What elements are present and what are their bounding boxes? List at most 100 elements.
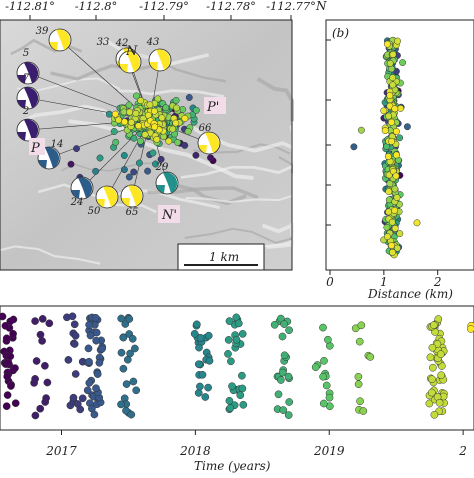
profile-n-label: N: [125, 44, 138, 59]
depth-point: [388, 137, 396, 145]
depth-point: [389, 51, 397, 58]
map-epicenters: [67, 92, 218, 188]
time-point: [226, 404, 235, 412]
epicenter-point: [185, 94, 193, 101]
time-point: [311, 363, 320, 372]
time-point: [86, 331, 95, 340]
time-point: [284, 411, 293, 419]
depth-point: [392, 172, 400, 180]
time-point: [2, 334, 11, 343]
time-point: [71, 370, 80, 378]
time-points: [0, 312, 474, 420]
time-point: [31, 411, 40, 420]
time-x-tick-label: 2017: [45, 444, 77, 458]
time-x-tick-label: 2: [458, 444, 467, 458]
epicenter-point: [126, 108, 134, 116]
map-frame: [0, 19, 293, 271]
time-point: [127, 410, 136, 419]
beachball-quadrant: [38, 160, 47, 169]
time-point: [85, 320, 93, 329]
epicenter-point: [135, 122, 142, 130]
depth-point: [384, 233, 391, 241]
beachball-quadrant: [45, 147, 60, 169]
map-panel: -112.81° -112.8° -112.79° -112.78° -112.77° …: [0, 0, 327, 271]
time-point: [285, 326, 293, 335]
depth-x-ticks: 0 1 2: [326, 270, 442, 289]
beachball-quadrant: [17, 132, 26, 141]
time-point: [41, 361, 49, 370]
depth-point: [392, 127, 400, 135]
beachball-event-id: 7: [23, 73, 30, 84]
time-point: [84, 344, 93, 353]
epicenter-point: [150, 107, 158, 115]
time-point: [236, 391, 245, 400]
beachball-event-id: 50: [88, 206, 101, 217]
time-point: [194, 389, 203, 397]
time-point: [95, 358, 104, 367]
time-point: [70, 320, 79, 329]
epicenter-point: [127, 118, 135, 126]
time-point: [427, 388, 436, 397]
time-x-tick-label: 2018: [179, 444, 211, 458]
epicenter-point: [110, 128, 118, 135]
time-point: [6, 352, 15, 361]
time-point: [426, 353, 435, 362]
time-x-ticks: 2017 2018 2019 2: [45, 430, 467, 458]
depth-point: [394, 37, 401, 45]
depth-point: [388, 242, 395, 249]
epicenter-point: [157, 155, 165, 163]
beachball-quadrant: [96, 199, 105, 208]
beachball-quadrant: [78, 177, 93, 199]
profile-pprime-label: P': [206, 100, 219, 115]
epicenter-point: [153, 135, 161, 143]
time-point: [11, 399, 20, 408]
time-point: [91, 313, 100, 322]
epicenter-point: [207, 154, 214, 162]
depth-point: [389, 74, 397, 82]
beachball-quadrant: [128, 185, 143, 207]
time-point: [280, 320, 289, 328]
epicenter-point: [162, 104, 170, 112]
depth-point: [393, 244, 401, 252]
epicenter-point: [67, 160, 75, 168]
depth-point: [386, 59, 394, 67]
time-point: [284, 372, 293, 381]
beachball-quadrant: [163, 172, 178, 194]
time-point: [234, 319, 243, 328]
beachball-quadrant: [156, 185, 165, 194]
time-point: [359, 407, 368, 415]
epicenter-point: [132, 109, 140, 117]
epicenter-point: [111, 110, 119, 118]
depth-point: [350, 143, 358, 151]
time-point: [238, 384, 247, 393]
depth-point: [383, 40, 391, 48]
lon-tick-label: -112.8°: [75, 0, 118, 13]
time-point: [117, 314, 126, 323]
time-point: [198, 370, 207, 379]
time-point: [325, 393, 334, 402]
terrain-ridge: [180, 165, 293, 179]
beachball-quadrant: [56, 29, 71, 51]
epicenter-point: [149, 149, 157, 157]
beachball-quadrant: [126, 51, 141, 73]
time-point: [78, 394, 87, 403]
epicenter-point: [165, 137, 173, 145]
epicenter-point: [173, 104, 180, 112]
beachball-event-id: 43: [146, 37, 160, 48]
beachball-event-id: 39: [36, 26, 49, 37]
beachball-quadrant: [24, 62, 39, 84]
time-point: [85, 379, 94, 387]
time-point: [201, 393, 210, 401]
depth-y-ticks: [326, 39, 331, 226]
epicenter-point: [151, 123, 159, 131]
time-point: [429, 321, 438, 329]
beachball-event-id: 29: [155, 162, 169, 173]
time-point: [205, 356, 214, 365]
depth-point: [388, 118, 395, 126]
beachball-event-id: 42: [115, 38, 129, 49]
lat-label: N: [315, 0, 327, 13]
lon-tick-label: -112.78°: [206, 0, 256, 13]
epicenter-point: [152, 160, 159, 168]
scale-bar-label: 1 km: [209, 250, 239, 264]
time-point: [425, 399, 434, 408]
